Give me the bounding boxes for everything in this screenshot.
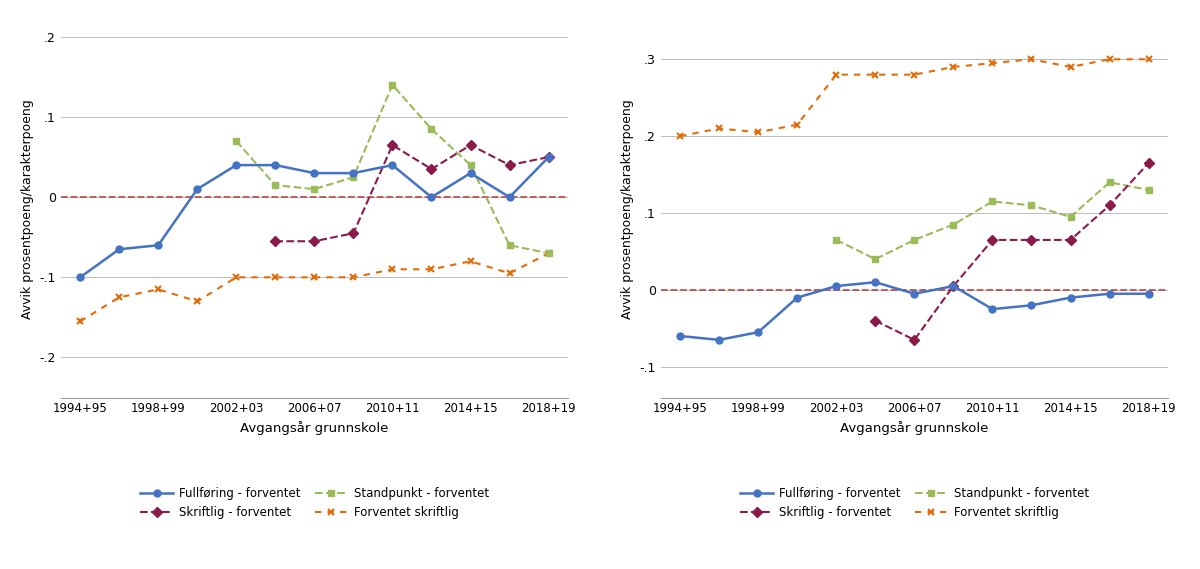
Y-axis label: Avvik prosentpoeng/karakterpoeng: Avvik prosentpoeng/karakterpoeng bbox=[20, 100, 34, 319]
Legend: Fullføring - forventet, Skriftlig - forventet, Standpunkt - forventet, Forventet: Fullføring - forventet, Skriftlig - forv… bbox=[136, 483, 493, 524]
Y-axis label: Avvik prosentpoeng/karakterpoeng: Avvik prosentpoeng/karakterpoeng bbox=[620, 100, 634, 319]
X-axis label: Avgangsår grunnskole: Avgangsår grunnskole bbox=[240, 421, 389, 435]
Legend: Fullføring - forventet, Skriftlig - forventet, Standpunkt - forventet, Forventet: Fullføring - forventet, Skriftlig - forv… bbox=[736, 483, 1093, 524]
X-axis label: Avgangsår grunnskole: Avgangsår grunnskole bbox=[840, 421, 989, 435]
